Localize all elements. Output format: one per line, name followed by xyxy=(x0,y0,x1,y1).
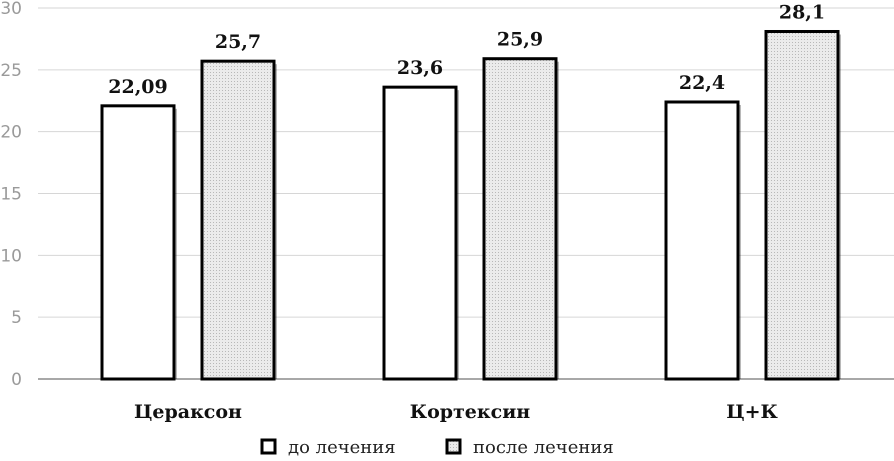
y-tick-label: 20 xyxy=(0,123,22,143)
y-tick-label: 0 xyxy=(11,370,22,390)
bar-after xyxy=(482,57,558,381)
data-label: 22,09 xyxy=(108,76,168,98)
category-label: Кортексин xyxy=(410,401,530,423)
y-tick-label: 25 xyxy=(0,61,22,81)
legend-label: до лечения xyxy=(288,437,396,458)
data-label: 28,1 xyxy=(779,1,825,23)
bar-before xyxy=(664,100,740,381)
y-axis-ticks: 0 5 10 15 20 25 30 xyxy=(0,0,22,390)
value-labels: 22,09 25,7 23,6 25,9 22,4 28,1 xyxy=(108,1,825,97)
legend-swatch xyxy=(445,438,462,455)
data-label: 25,9 xyxy=(497,29,543,51)
data-label: 22,4 xyxy=(679,72,725,94)
y-tick-label: 5 xyxy=(11,308,22,328)
category-labels: Цераксон Кортексин Ц+К xyxy=(134,401,778,423)
y-tick-label: 15 xyxy=(0,185,22,205)
bar-before xyxy=(382,85,458,381)
bar-after xyxy=(764,29,840,381)
category-label: Цераксон xyxy=(134,401,242,423)
y-tick-label: 10 xyxy=(0,246,22,266)
legend: до лечения после лечения xyxy=(260,437,614,458)
gridlines xyxy=(38,7,894,380)
category-label: Ц+К xyxy=(726,401,778,423)
legend-swatch xyxy=(260,438,277,455)
data-label: 25,7 xyxy=(215,31,261,53)
legend-label: после лечения xyxy=(473,437,614,458)
bars xyxy=(100,29,841,381)
bar-after xyxy=(200,59,276,381)
bar-before xyxy=(100,104,176,381)
data-label: 23,6 xyxy=(397,57,443,79)
y-tick-label: 30 xyxy=(0,0,22,19)
